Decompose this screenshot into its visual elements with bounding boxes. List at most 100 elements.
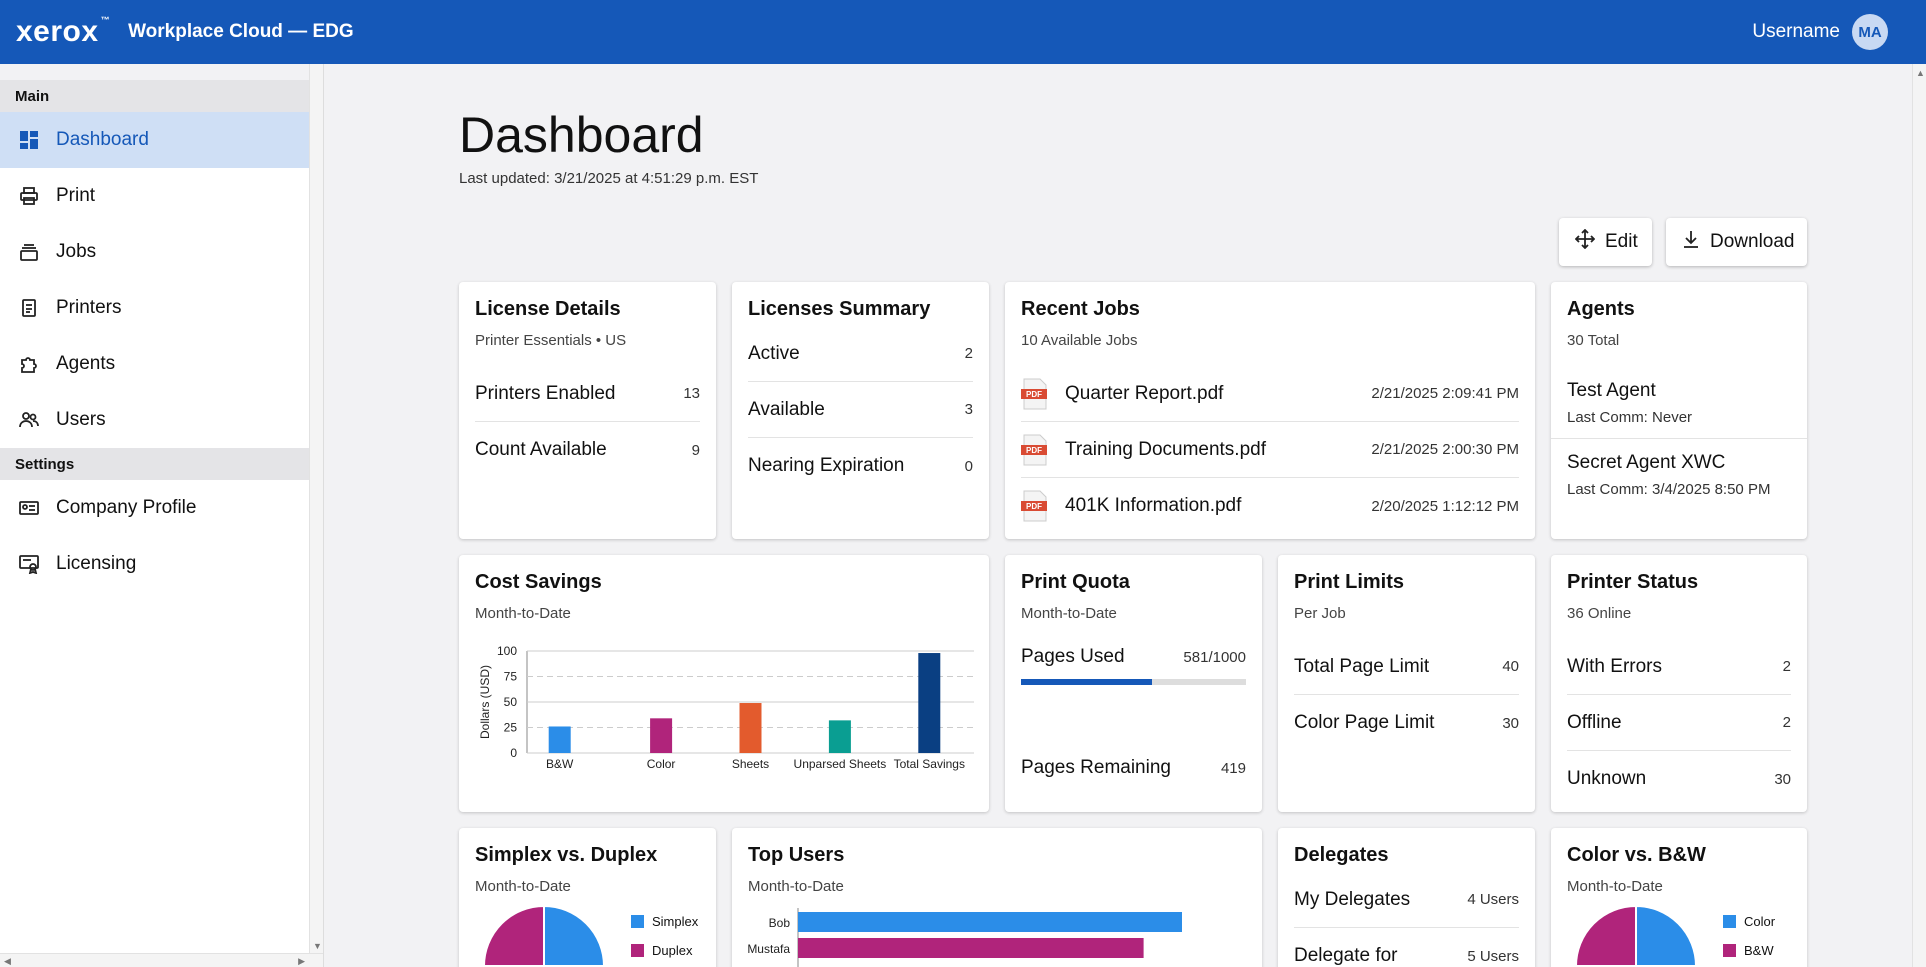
row-value: 30	[1774, 770, 1791, 788]
pages-used-progress-bar	[1021, 679, 1246, 685]
limit-row-color-page: Color Page Limit 30	[1294, 695, 1519, 751]
card-title: Delegates	[1294, 844, 1389, 866]
divider	[1551, 438, 1807, 439]
legend-item-duplex: Duplex	[631, 943, 692, 958]
row-value: 4 Users	[1467, 891, 1519, 908]
page-title: Dashboard	[459, 107, 704, 163]
row-label: Color Page Limit	[1294, 712, 1435, 733]
sidebar-item-company-profile[interactable]: Company Profile	[0, 480, 323, 536]
bar-sheets	[739, 703, 762, 753]
job-name: Training Documents.pdf	[1065, 438, 1267, 460]
main-content: Dashboard Last updated: 3/21/2025 at 4:5…	[339, 64, 1912, 967]
edit-button[interactable]: Edit	[1559, 218, 1652, 266]
card-title: Simplex vs. Duplex	[475, 844, 658, 866]
row-value: 5 Users	[1467, 947, 1519, 965]
summary-row-nearing-expiration: Nearing Expiration 0	[748, 438, 973, 494]
row-value: 419	[1220, 759, 1246, 777]
card-title: Color vs. B&W	[1567, 844, 1706, 866]
recent-job-row[interactable]: PDF Training Documents.pdf 2/21/2025 2:0…	[1021, 422, 1519, 478]
bar-total-savings	[918, 653, 941, 753]
download-button[interactable]: Download	[1666, 218, 1807, 266]
scroll-down-arrow[interactable]: ▼	[313, 941, 322, 951]
card-subtitle: Printer Essentials • US	[475, 332, 627, 349]
sidebar-item-agents[interactable]: Agents	[0, 336, 323, 392]
pages-remaining-row: Pages Remaining 419	[1021, 746, 1246, 790]
main-vertical-scrollbar[interactable]: ▲	[1912, 64, 1926, 967]
sidebar-item-users[interactable]: Users	[0, 392, 323, 448]
legend-swatch	[1723, 944, 1736, 957]
agent-name[interactable]: Secret Agent XWC	[1567, 452, 1726, 473]
recent-jobs-card: Recent Jobs 10 Available Jobs PDF Quarte…	[1005, 282, 1535, 539]
card-subtitle: Month-to-Date	[1021, 605, 1117, 622]
summary-row-available: Available 3	[748, 382, 973, 438]
top-app-bar: xerox ™ Workplace Cloud — EDG Username MA	[0, 0, 1926, 64]
row-label: Offline	[1567, 711, 1622, 733]
sidebar-item-licensing[interactable]: Licensing	[0, 536, 323, 592]
download-icon	[1682, 230, 1700, 254]
agent-name[interactable]: Test Agent	[1567, 380, 1656, 401]
summary-row-active: Active 2	[748, 326, 973, 382]
user-menu[interactable]: Username MA	[1752, 0, 1888, 64]
scroll-up-arrow[interactable]: ▲	[1916, 68, 1925, 78]
license-row-count-available: Count Available 9	[475, 422, 700, 478]
puzzle-icon	[18, 353, 40, 375]
row-label: Available	[748, 398, 825, 420]
legend-item-bw: B&W	[1723, 943, 1774, 958]
product-name: Workplace Cloud — EDG	[128, 21, 354, 42]
sidebar-item-print[interactable]: Print	[0, 168, 323, 224]
card-title: Print Limits	[1294, 571, 1405, 593]
x-tick-label: Sheets	[732, 757, 769, 771]
row-label: My Delegates	[1294, 888, 1411, 910]
delegates-card: Delegates My Delegates 4 Users Delegate …	[1278, 828, 1535, 967]
sidebar-vertical-scrollbar[interactable]: ▼	[309, 64, 323, 967]
scroll-right-arrow[interactable]: ▶	[298, 956, 305, 966]
y-tick-label: 0	[510, 746, 517, 760]
row-label: Pages Used	[1021, 646, 1125, 667]
bar-color	[650, 718, 673, 753]
card-title: License Details	[475, 298, 621, 320]
sidebar-item-dashboard[interactable]: Dashboard	[0, 112, 323, 168]
avatar[interactable]: MA	[1852, 14, 1888, 50]
agent-last-comm: Last Comm: Never	[1567, 409, 1693, 426]
limit-row-total-page: Total Page Limit 40	[1294, 639, 1519, 695]
y-tick-label: Mustafa	[747, 942, 790, 956]
card-title: Cost Savings	[475, 571, 602, 593]
license-details-card: License Details Printer Essentials • US …	[459, 282, 716, 539]
delegates-row-my-delegates[interactable]: My Delegates 4 Users	[1294, 872, 1519, 928]
certificate-icon	[18, 553, 40, 575]
simplex-duplex-card: Simplex vs. Duplex Month-to-Date Simplex…	[459, 828, 716, 967]
row-label: Pages Remaining	[1021, 757, 1171, 778]
xerox-logo[interactable]: xerox ™	[16, 15, 110, 49]
x-tick-label: B&W	[546, 757, 574, 771]
row-value: 0	[964, 457, 973, 475]
sidebar-item-label: Agents	[56, 353, 116, 374]
bar-unparsed-sheets	[828, 720, 851, 753]
top-users-card: Top Users Month-to-Date Bob Mustafa	[732, 828, 1262, 967]
sidebar-item-jobs[interactable]: Jobs	[0, 224, 323, 280]
id-card-icon	[18, 497, 40, 519]
row-value: 2	[1782, 714, 1791, 731]
job-name: Quarter Report.pdf	[1065, 382, 1224, 404]
device-icon	[18, 297, 40, 319]
x-tick-label: Color	[647, 757, 676, 771]
stack-icon	[18, 241, 40, 263]
sidebar-section-main: Main	[0, 80, 323, 112]
y-tick-label: 75	[504, 670, 518, 684]
row-label: Count Available	[475, 439, 607, 460]
x-tick-label: Total Savings	[894, 757, 965, 771]
color-bw-pie-chart	[1574, 906, 1698, 966]
recent-job-row[interactable]: PDF 401K Information.pdf 2/20/2025 1:12:…	[1021, 478, 1519, 534]
row-value: 581/1000	[1183, 648, 1246, 666]
row-label: Total Page Limit	[1294, 655, 1430, 677]
sidebar-horizontal-scrollbar[interactable]: ◀ ▶	[0, 953, 323, 967]
recent-job-row[interactable]: PDF Quarter Report.pdf 2/21/2025 2:09:41…	[1021, 366, 1519, 422]
sidebar-item-printers[interactable]: Printers	[0, 280, 323, 336]
card-title: Print Quota	[1021, 571, 1130, 593]
scroll-left-arrow[interactable]: ◀	[4, 956, 11, 966]
legend-label: Color	[1744, 914, 1776, 929]
delegates-row-delegate-for[interactable]: Delegate for 5 Users	[1294, 928, 1519, 967]
print-limits-card: Print Limits Per Job Total Page Limit 40…	[1278, 555, 1535, 812]
job-date: 2/21/2025 2:09:41 PM	[1371, 385, 1519, 402]
sidebar-section-settings: Settings	[0, 448, 323, 480]
sidebar-item-label: Company Profile	[56, 497, 197, 518]
